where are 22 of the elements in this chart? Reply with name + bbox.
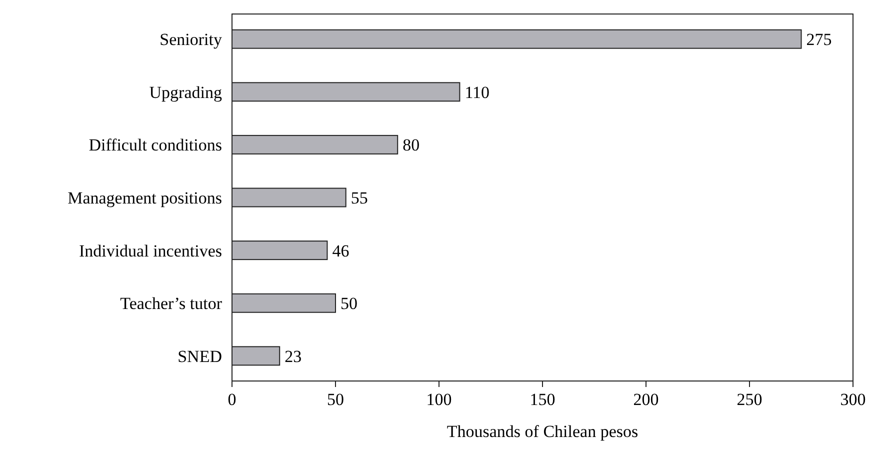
data-label: 46 <box>332 241 350 260</box>
x-tick-label: 50 <box>327 390 344 409</box>
x-tick-label: 150 <box>530 390 556 409</box>
data-label: 55 <box>350 188 368 208</box>
x-tick-label: 300 <box>840 390 866 409</box>
y-tick-label: SNED <box>178 346 222 366</box>
x-tick-label: 0 <box>228 390 236 409</box>
x-tick-label: 100 <box>426 390 452 409</box>
x-tick-label: 250 <box>736 390 762 409</box>
x-axis-title: Thousands of Chilean pesos <box>446 422 638 441</box>
data-label: 23 <box>284 346 302 366</box>
y-tick-label: Difficult conditions <box>88 136 222 155</box>
y-tick-label: Individual incentives <box>78 241 222 260</box>
data-label: 275 <box>806 30 832 50</box>
y-tick-label: Upgrading <box>149 82 222 102</box>
y-tick-label: Teacher’s tutor <box>120 294 222 314</box>
x-tick-label: 200 <box>633 390 659 409</box>
data-label: 110 <box>464 82 490 102</box>
y-tick-label: Seniority <box>160 30 222 50</box>
data-label: 50 <box>340 294 358 314</box>
data-label: 80 <box>402 136 420 155</box>
y-tick-label: Management positions <box>68 188 222 208</box>
